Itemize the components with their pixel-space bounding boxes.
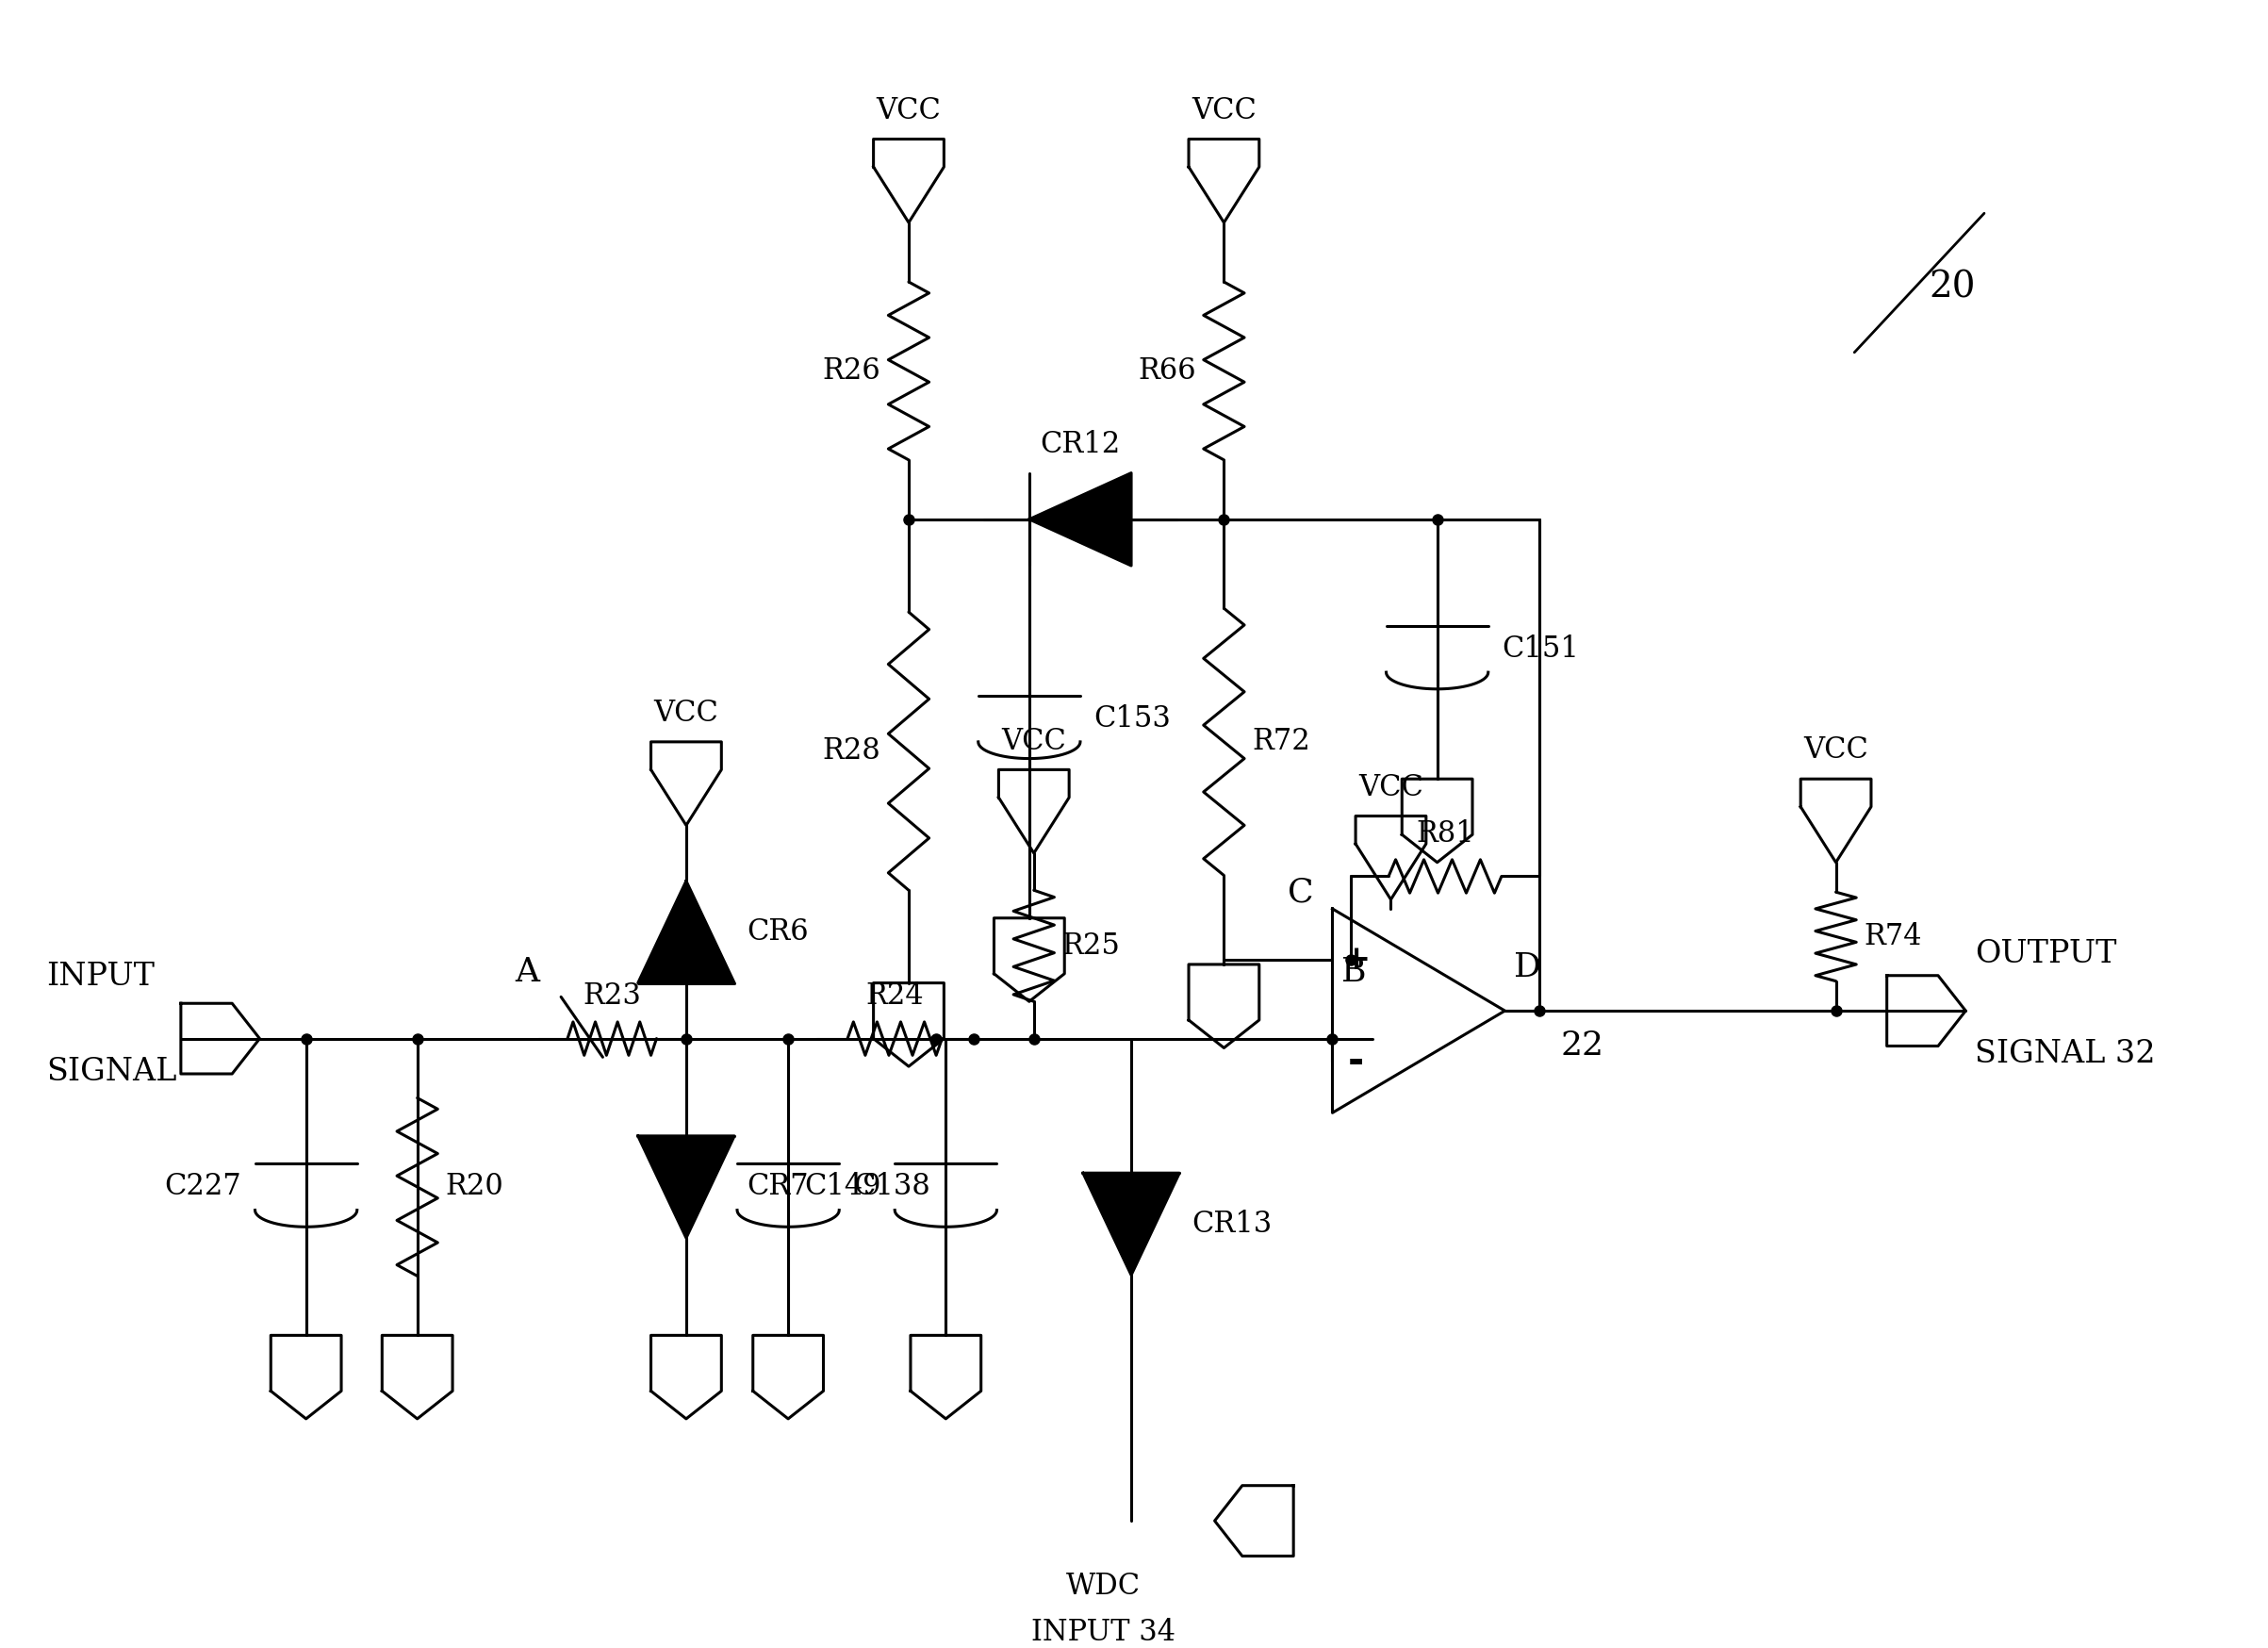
Text: VCC: VCC — [1002, 727, 1066, 756]
Text: C: C — [1288, 877, 1313, 908]
Text: R74: R74 — [1864, 921, 1921, 951]
Polygon shape — [637, 1135, 735, 1238]
Text: C153: C153 — [1093, 704, 1170, 733]
Text: INPUT: INPUT — [45, 962, 154, 992]
Text: CR13: CR13 — [1191, 1210, 1272, 1239]
Text: VCC: VCC — [1359, 773, 1424, 803]
Text: A: A — [515, 956, 540, 987]
Text: R28: R28 — [823, 737, 880, 766]
Text: C151: C151 — [1501, 634, 1579, 664]
Text: INPUT 34: INPUT 34 — [1032, 1618, 1175, 1648]
Text: B: B — [1343, 956, 1368, 987]
Polygon shape — [1030, 473, 1132, 565]
Text: C149: C149 — [805, 1172, 880, 1201]
Text: VCC: VCC — [653, 699, 719, 728]
Text: R72: R72 — [1252, 727, 1311, 756]
Text: CR7: CR7 — [746, 1172, 807, 1201]
Text: 22: 22 — [1560, 1030, 1603, 1061]
Text: SIGNAL 32: SIGNAL 32 — [1975, 1038, 2155, 1070]
Text: -: - — [1347, 1042, 1363, 1081]
Text: CR12: CR12 — [1041, 430, 1120, 460]
Text: R81: R81 — [1415, 819, 1474, 849]
Text: R66: R66 — [1139, 356, 1195, 386]
Polygon shape — [637, 882, 735, 982]
Text: VCC: VCC — [875, 96, 941, 125]
Text: R20: R20 — [445, 1172, 503, 1201]
Text: R25: R25 — [1061, 931, 1120, 961]
Text: +: + — [1340, 944, 1370, 976]
Text: C227: C227 — [163, 1172, 240, 1201]
Text: OUTPUT: OUTPUT — [1975, 939, 2116, 969]
Text: R26: R26 — [823, 356, 880, 386]
Text: R24: R24 — [866, 982, 923, 1010]
Text: WDC: WDC — [1066, 1572, 1141, 1600]
Text: C138: C138 — [853, 1172, 930, 1201]
Text: R23: R23 — [583, 982, 642, 1010]
Text: CR6: CR6 — [746, 918, 807, 946]
Text: VCC: VCC — [1803, 735, 1869, 765]
Polygon shape — [1084, 1173, 1179, 1276]
Text: D: D — [1515, 951, 1542, 982]
Text: 20: 20 — [1928, 270, 1975, 305]
Text: SIGNAL: SIGNAL — [45, 1056, 177, 1088]
Text: VCC: VCC — [1191, 96, 1256, 125]
